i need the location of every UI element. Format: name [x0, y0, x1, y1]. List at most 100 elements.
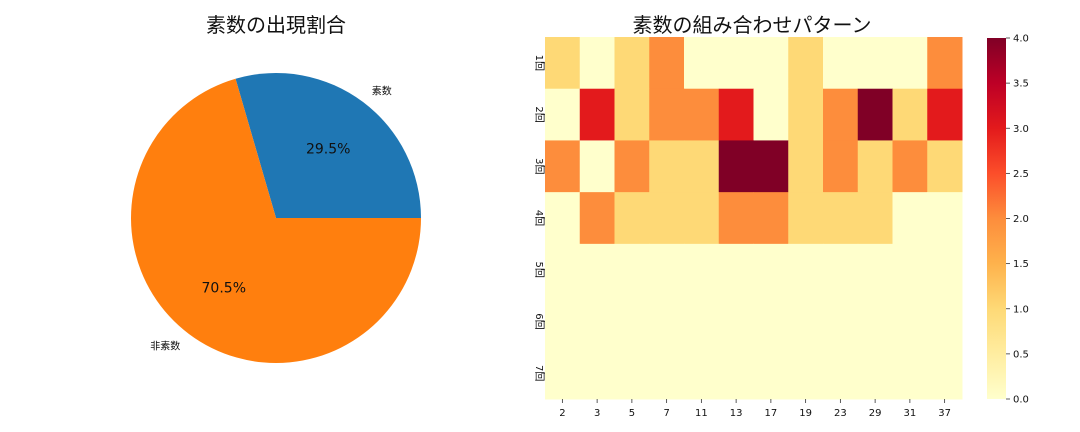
heatmap-cell: [649, 37, 685, 90]
colorbar: [987, 38, 1006, 399]
colorbar-tick-label: 0.5: [1013, 349, 1029, 360]
heatmap-cell: [718, 88, 754, 141]
colorbar-tick-label: 1.5: [1013, 259, 1029, 270]
heatmap-cell: [579, 243, 615, 297]
heatmap-cell: [892, 295, 928, 348]
heatmap-cell: [788, 192, 824, 245]
heatmap-cell: [753, 140, 789, 193]
pie-slice-percent: 29.5%: [306, 141, 350, 157]
heatmap-cell: [753, 295, 789, 348]
heatmap-cell: [788, 88, 824, 141]
x-tick-label: 13: [730, 408, 743, 419]
heatmap-cell: [892, 140, 928, 193]
x-tick-label: 31: [904, 408, 917, 419]
heatmap-cell: [857, 243, 893, 297]
heatmap-cell: [684, 243, 720, 297]
heatmap-cell: [545, 88, 581, 141]
heatmap-cell: [684, 140, 720, 193]
pie-slice-percent: 70.5%: [202, 281, 246, 297]
heatmap-cell: [927, 37, 963, 90]
colorbar-tick-label: 3.0: [1013, 124, 1029, 135]
x-tick-label: 11: [695, 408, 708, 419]
pie-slice-label: 素数: [372, 84, 392, 97]
heatmap-cell: [649, 243, 685, 297]
heatmap-cell: [892, 37, 928, 90]
heatmap-cell: [857, 88, 893, 141]
heatmap-cell: [545, 347, 581, 400]
heatmap-cell: [684, 295, 720, 348]
heatmap-cell: [684, 88, 720, 141]
heatmap-cell: [857, 347, 893, 400]
heatmap-y-axis: 1回 2回 3回 4回 5回 6回 7回: [533, 55, 545, 381]
heatmap-x-axis: 2 3 5 7 11 13 17 19 23 29 31 37: [559, 399, 951, 419]
heatmap-cell: [614, 243, 650, 297]
colorbar-tick-label: 3.5: [1013, 79, 1029, 90]
heatmap-cell: [927, 295, 963, 348]
heatmap-cell: [892, 243, 928, 297]
heatmap-cell: [892, 88, 928, 141]
heatmap-cell: [718, 140, 754, 193]
heatmap-cell: [614, 347, 650, 400]
colorbar-tick-label: 2.5: [1013, 169, 1029, 180]
x-tick-label: 5: [629, 408, 635, 419]
y-tick-label: 1回: [533, 55, 545, 71]
colorbar-tick-label: 1.0: [1013, 304, 1029, 315]
heatmap: [545, 37, 963, 400]
heatmap-cell: [753, 347, 789, 400]
heatmap-cell: [857, 192, 893, 245]
heatmap-cell: [614, 37, 650, 90]
y-tick-label: 2回: [533, 106, 545, 122]
heatmap-cell: [649, 295, 685, 348]
heatmap-cell: [823, 88, 859, 141]
y-tick-label: 5回: [533, 262, 545, 278]
heatmap-cell: [753, 37, 789, 90]
heatmap-cell: [857, 37, 893, 90]
heatmap-cell: [649, 347, 685, 400]
heatmap-cell: [579, 88, 615, 141]
x-tick-label: 29: [869, 408, 882, 419]
heatmap-cell: [823, 295, 859, 348]
heatmap-cell: [718, 37, 754, 90]
heatmap-cell: [718, 295, 754, 348]
heatmap-cell: [649, 140, 685, 193]
y-tick-label: 3回: [533, 158, 545, 174]
x-tick-label: 3: [594, 408, 600, 419]
x-tick-label: 23: [834, 408, 847, 419]
heatmap-cell: [579, 140, 615, 193]
heatmap-cell: [788, 243, 824, 297]
heatmap-cell: [788, 295, 824, 348]
pie-slice: [131, 78, 422, 363]
x-tick-label: 17: [765, 408, 778, 419]
heatmap-cell: [718, 243, 754, 297]
heatmap-cell: [823, 140, 859, 193]
heatmap-cell: [614, 192, 650, 245]
heatmap-cell: [892, 192, 928, 245]
colorbar-tick-label: 2.0: [1013, 214, 1029, 225]
heatmap-cell: [545, 37, 581, 90]
heatmap-cell: [823, 347, 859, 400]
x-tick-label: 19: [799, 408, 812, 419]
heatmap-cell: [545, 192, 581, 245]
heatmap-cell: [579, 347, 615, 400]
heatmap-cell: [579, 37, 615, 90]
heatmap-cell: [927, 243, 963, 297]
pie-slice: [235, 73, 421, 219]
heatmap-cell: [649, 88, 685, 141]
heatmap-cell: [892, 347, 928, 400]
heatmap-cell: [788, 347, 824, 400]
heatmap-cell: [788, 37, 824, 90]
heatmap-cell: [684, 37, 720, 90]
pie-slice-label: 非素数: [150, 340, 180, 353]
heatmap-cell: [684, 192, 720, 245]
y-tick-label: 4回: [533, 210, 545, 226]
heatmap-cell: [823, 192, 859, 245]
heatmap-cell: [753, 88, 789, 141]
heatmap-cell: [718, 192, 754, 245]
pie-title: 素数の出現割合: [206, 13, 346, 37]
y-tick-label: 7回: [533, 365, 545, 381]
x-tick-label: 37: [938, 408, 951, 419]
heatmap-cell: [753, 243, 789, 297]
colorbar-ticks: 0.0 0.5 1.0 1.5 2.0 2.5 3.0 3.5 4.0: [1006, 34, 1029, 406]
heatmap-cell: [927, 88, 963, 141]
